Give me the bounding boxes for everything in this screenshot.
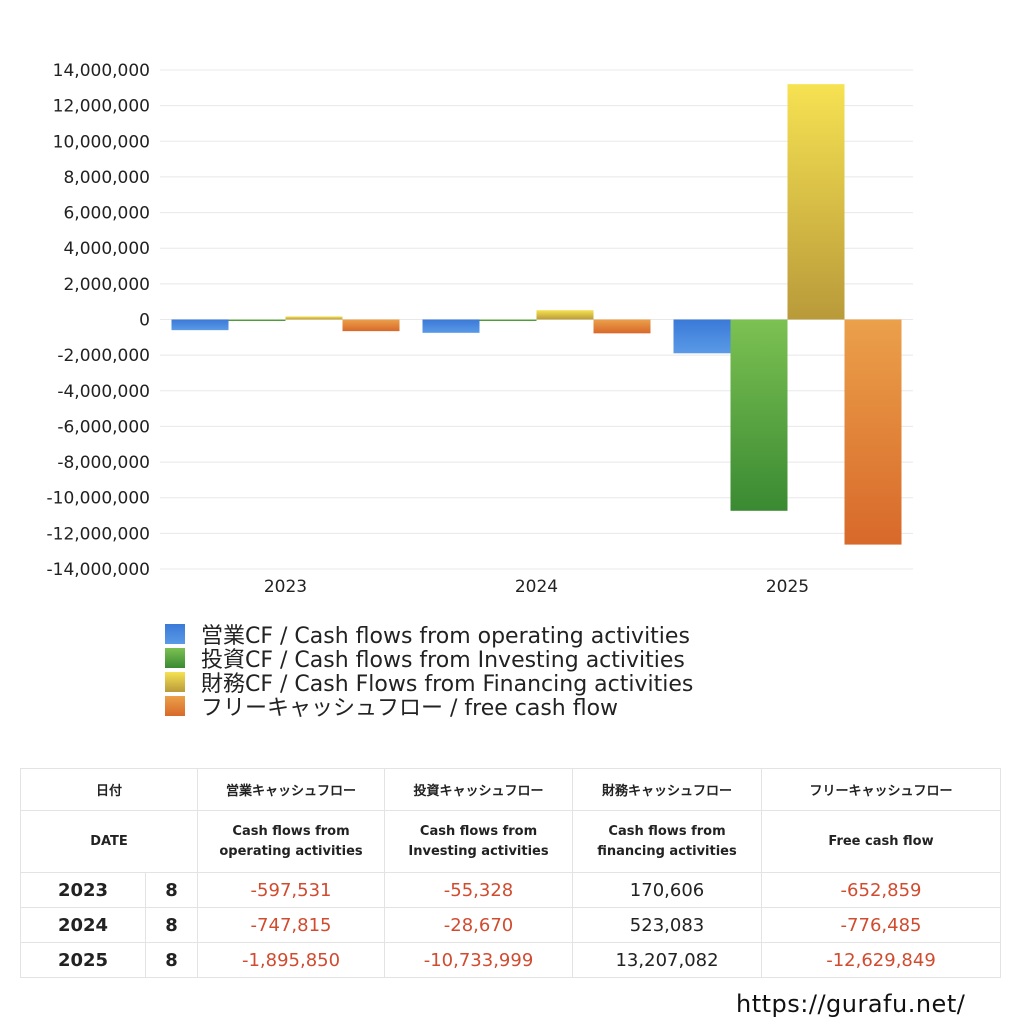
x-category-label: 2024 <box>515 577 558 597</box>
chart-legend: 営業CF / Cash flows from operating activit… <box>165 622 693 721</box>
legend-label-investing: 投資CF / Cash flows from Investing activit… <box>201 648 685 673</box>
row-month: 8 <box>144 907 199 943</box>
bars <box>171 84 902 545</box>
y-tick-label: -2,000,000 <box>57 346 150 366</box>
row-investing: -55,328 <box>384 872 574 908</box>
header-operating-ja: 営業キャッシュフロー <box>197 768 386 811</box>
header-date-en: DATE <box>19 810 199 873</box>
legend-swatch-operating <box>165 624 185 644</box>
y-tick-label: -12,000,000 <box>47 524 150 544</box>
legend-label-operating: 営業CF / Cash flows from operating activit… <box>201 624 690 649</box>
legend-swatch-free <box>165 696 185 716</box>
row-year: 2025 <box>20 942 146 978</box>
bar <box>730 319 788 511</box>
row-year: 2023 <box>20 872 146 908</box>
table-header-en: DATE Cash flows from operating activities… <box>19 810 1002 873</box>
y-tick-label: -14,000,000 <box>47 560 150 580</box>
row-financing: 13,207,082 <box>572 942 763 978</box>
table-row: 2025 8 -1,895,850 -10,733,999 13,207,082… <box>20 942 1002 978</box>
y-tick-label: 10,000,000 <box>53 132 150 152</box>
cash-flow-table: 日付 営業キャッシュフロー 投資キャッシュフロー 財務キャッシュフロー フリーキ… <box>19 768 1002 978</box>
legend-label-free: フリーキャッシュフロー / free cash flow <box>201 696 619 721</box>
bar <box>228 319 286 321</box>
y-tick-label: 4,000,000 <box>63 239 150 259</box>
bar <box>673 319 731 354</box>
y-tick-label: 12,000,000 <box>53 97 150 117</box>
row-operating: -1,895,850 <box>197 942 386 978</box>
bar <box>171 319 229 331</box>
row-operating: -597,531 <box>197 872 386 908</box>
table-row: 2023 8 -597,531 -55,328 170,606 -652,859 <box>20 872 1002 908</box>
header-free-en: Free cash flow <box>761 810 1002 873</box>
y-tick-label: -8,000,000 <box>57 453 150 473</box>
row-operating: -747,815 <box>197 907 386 943</box>
row-free: -12,629,849 <box>761 942 1002 978</box>
y-tick-label: -10,000,000 <box>47 489 150 509</box>
site-url[interactable]: https://gurafu.net/ <box>736 990 966 1018</box>
header-investing-ja: 投資キャッシュフロー <box>384 768 574 811</box>
y-axis-ticks: 14,000,000 12,000,000 10,000,000 8,000,000 6… <box>47 61 150 580</box>
x-category-label: 2025 <box>766 577 809 597</box>
y-tick-label: 14,000,000 <box>53 61 150 81</box>
header-financing-en: Cash flows from financing activities <box>572 810 763 873</box>
bar <box>536 310 594 320</box>
y-tick-label: -4,000,000 <box>57 382 150 402</box>
row-financing: 523,083 <box>572 907 763 943</box>
legend-swatch-financing <box>165 672 185 692</box>
row-free: -652,859 <box>761 872 1002 908</box>
legend-item-free: フリーキャッシュフロー / free cash flow <box>165 694 693 721</box>
bar <box>593 319 651 334</box>
bar <box>844 319 902 545</box>
header-free-ja: フリーキャッシュフロー <box>761 768 1002 811</box>
table-row: 2024 8 -747,815 -28,670 523,083 -776,485 <box>20 907 1002 943</box>
row-year: 2024 <box>20 907 146 943</box>
header-operating-en: Cash flows from operating activities <box>197 810 386 873</box>
header-date-ja: 日付 <box>19 768 199 811</box>
y-tick-label: 8,000,000 <box>63 168 150 188</box>
header-financing-ja: 財務キャッシュフロー <box>572 768 763 811</box>
y-tick-label: 6,000,000 <box>63 204 150 224</box>
header-investing-en: Cash flows from Investing activities <box>384 810 574 873</box>
x-category-label: 2023 <box>264 577 307 597</box>
y-tick-label: 0 <box>139 311 150 331</box>
table-header-ja: 日付 営業キャッシュフロー 投資キャッシュフロー 財務キャッシュフロー フリーキ… <box>19 768 1002 811</box>
row-investing: -10,733,999 <box>384 942 574 978</box>
y-tick-label: 2,000,000 <box>63 275 150 295</box>
row-free: -776,485 <box>761 907 1002 943</box>
legend-item-operating: 営業CF / Cash flows from operating activit… <box>165 622 693 649</box>
bar <box>479 319 537 321</box>
row-month: 8 <box>144 942 199 978</box>
legend-item-financing: 財務CF / Cash Flows from Financing activit… <box>165 670 693 697</box>
bar <box>422 319 480 333</box>
bar <box>787 84 845 320</box>
legend-swatch-investing <box>165 648 185 668</box>
row-month: 8 <box>144 872 199 908</box>
row-financing: 170,606 <box>572 872 763 908</box>
x-axis-categories: 2023 2024 2025 <box>264 577 809 597</box>
row-investing: -28,670 <box>384 907 574 943</box>
bar <box>342 319 400 332</box>
cash-flow-bar-chart: 14,000,000 12,000,000 10,000,000 8,000,000 6… <box>47 61 913 597</box>
y-tick-label: -6,000,000 <box>57 417 150 437</box>
bar <box>285 316 343 320</box>
legend-item-investing: 投資CF / Cash flows from Investing activit… <box>165 646 693 673</box>
legend-label-financing: 財務CF / Cash Flows from Financing activit… <box>201 672 694 697</box>
